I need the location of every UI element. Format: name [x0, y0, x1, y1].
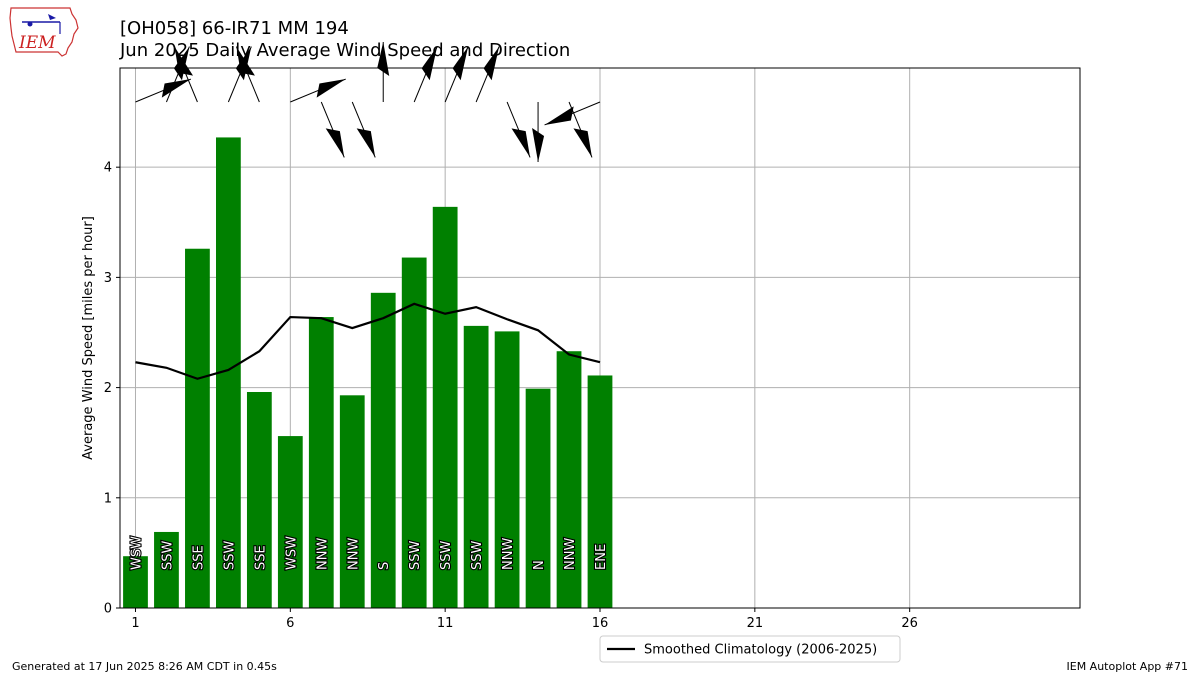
wind-arrow-day-11 — [444, 46, 469, 103]
iem-logo-text: IEM — [18, 33, 56, 53]
wind-arrow-day-7 — [320, 101, 345, 158]
direction-label-day-12: SSW — [470, 540, 485, 570]
bar-day-9 — [370, 292, 396, 608]
direction-label-day-2: SSW — [160, 540, 175, 570]
wind-arrow-day-12 — [475, 46, 500, 103]
x-tick-label: 16 — [592, 616, 609, 631]
bar-day-8 — [339, 395, 365, 608]
bar-day-2 — [154, 531, 179, 608]
direction-label-day-7: NNW — [315, 538, 330, 570]
y-tick-label: 4 — [104, 161, 112, 176]
x-tick-label: 6 — [286, 616, 294, 631]
direction-label-day-14: N — [532, 560, 547, 570]
wind-arrow-day-15 — [568, 101, 593, 158]
bar-day-7 — [308, 317, 334, 608]
x-tick-label: 1 — [131, 616, 139, 631]
wind-arrow-day-6 — [290, 78, 346, 103]
wind-arrow-day-14 — [532, 102, 545, 162]
bar-day-3 — [185, 248, 210, 609]
bar-day-10 — [401, 257, 427, 608]
wind-arrow-day-16 — [544, 101, 601, 126]
bar-day-15 — [556, 351, 582, 608]
generated-timestamp: Generated at 17 Jun 2025 8:26 AM CDT in … — [12, 660, 277, 673]
direction-labels: WSW SSW SSE SSW SSE WSW NNW NNW S SSW SSW SSW NNW N NN… — [128, 535, 610, 571]
direction-label-day-1: WSW — [129, 536, 144, 570]
bar-day-16 — [587, 375, 613, 608]
bar-day-1 — [123, 556, 148, 608]
legend: Smoothed Climatology (2006-2025) — [599, 635, 901, 663]
iowa-outline — [9, 7, 79, 57]
climatology-line-layer — [135, 302, 601, 380]
bar-day-6 — [277, 436, 303, 608]
iem-logo: IEM — [9, 7, 79, 57]
y-tick-label: 2 — [104, 381, 112, 396]
bar-day-12 — [463, 325, 489, 608]
bar-day-14 — [525, 388, 551, 608]
direction-label-day-13: NNW — [501, 538, 516, 570]
y-tick-label: 0 — [104, 602, 112, 617]
direction-label-day-9: S — [377, 562, 392, 570]
chart-title-station: [OH058] 66-IR71 MM 194 — [120, 18, 349, 39]
direction-label-day-3: SSE — [191, 545, 206, 570]
speed-bars — [123, 137, 613, 609]
chart-title: Jun 2025 Daily Average Wind Speed and Di… — [120, 40, 571, 61]
wind-arrow-day-10 — [413, 46, 438, 103]
direction-label-day-16: ENE — [594, 544, 609, 570]
y-tick-label: 1 — [104, 491, 112, 506]
x-tick-label: 26 — [901, 616, 918, 631]
climatology-line — [135, 302, 601, 380]
direction-label-day-8: NNW — [346, 538, 361, 570]
x-tick-label: 11 — [437, 616, 454, 631]
wind-arrow-day-8 — [351, 101, 376, 158]
direction-label-day-5: SSE — [253, 545, 268, 570]
bar-day-13 — [494, 331, 520, 608]
app-credit: IEM Autoplot App #71 — [1066, 660, 1189, 673]
legend-label: Smoothed Climatology (2006-2025) — [644, 643, 877, 658]
wind-arrow-day-1 — [135, 78, 192, 103]
direction-label-day-4: SSW — [222, 540, 237, 570]
direction-label-day-11: SSW — [439, 540, 454, 570]
direction-label-day-15: NNW — [563, 538, 578, 570]
bar-day-5 — [246, 392, 272, 608]
direction-label-day-6: WSW — [284, 536, 299, 570]
y-tick-label: 3 — [104, 271, 112, 286]
bar-day-11 — [432, 206, 458, 608]
x-tick-label: 21 — [747, 616, 764, 631]
legend-box — [599, 635, 901, 663]
direction-label-day-10: SSW — [408, 540, 423, 570]
y-axis-label: Average Wind Speed [miles per hour] — [81, 216, 96, 460]
wind-arrow-day-13 — [506, 101, 531, 158]
